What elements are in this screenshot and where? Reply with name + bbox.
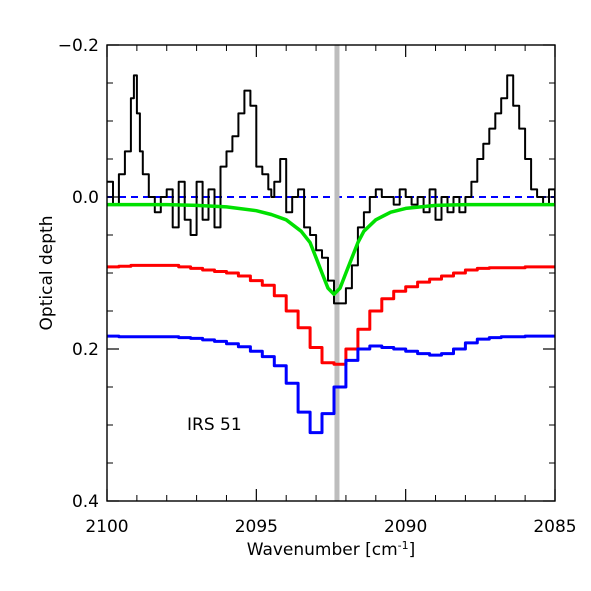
y-tick-label: 0.4: [72, 492, 99, 512]
y-axis-label: Optical depth: [37, 216, 57, 331]
x-tick-label: 2100: [85, 517, 128, 537]
series-line-2: [107, 202, 555, 297]
x-tick-label: 2090: [384, 517, 427, 537]
ticks-layer: 2100 2095 2090 2085 −0.2 0.0 0.2 0.4: [58, 36, 577, 537]
y-tick-label: −0.2: [58, 36, 99, 56]
series-line-4: [107, 334, 555, 435]
series-line-1: [107, 74, 555, 305]
annotation-label: IRS 51: [187, 415, 242, 435]
plot-frame: [106, 44, 556, 502]
x-tick-label: 2095: [235, 517, 278, 537]
x-tick-label: 2085: [533, 517, 576, 537]
series-line-3: [107, 263, 555, 366]
reference-lines: [107, 45, 555, 501]
x-axis-label: Wavenumber [cm-1]: [247, 539, 416, 561]
series-layer: [107, 74, 555, 435]
y-tick-label: 0.2: [72, 340, 99, 360]
y-tick-label: 0.0: [72, 188, 99, 208]
